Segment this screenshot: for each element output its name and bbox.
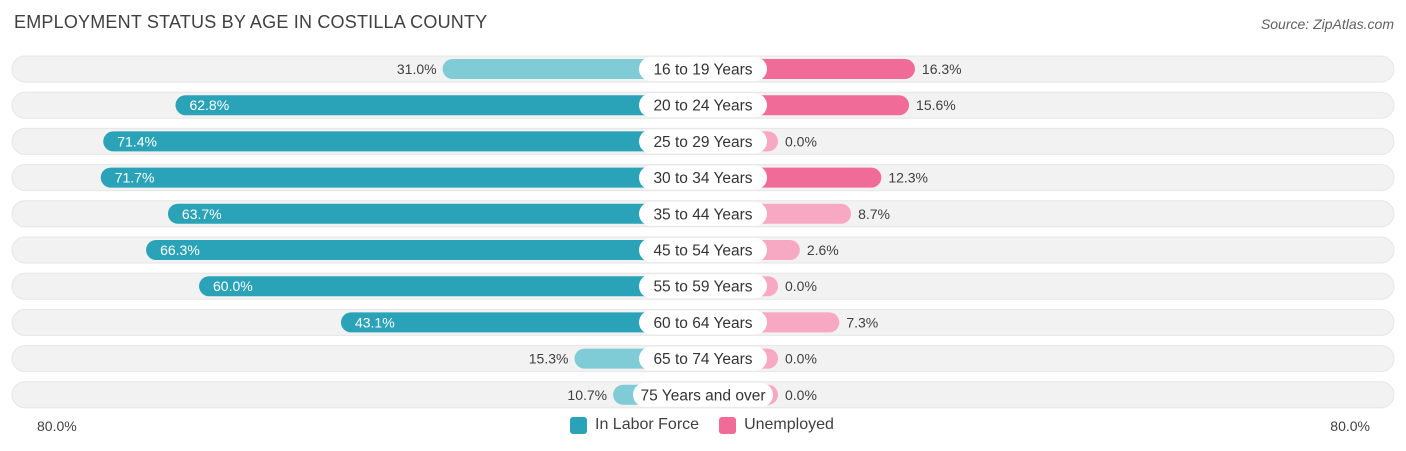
category-label: 75 Years and over <box>641 387 766 404</box>
legend-swatch-unemployed <box>719 416 737 434</box>
category-label: 35 to 44 Years <box>653 206 752 223</box>
category-label: 20 to 24 Years <box>653 98 752 115</box>
value-label-unemployed: 7.3% <box>846 314 878 330</box>
value-label-unemployed: 12.3% <box>888 170 928 186</box>
legend-item-labor-force: In Labor Force <box>570 416 699 434</box>
bar-labor-force <box>199 276 703 297</box>
category-label: 45 to 54 Years <box>653 243 752 260</box>
legend-swatch-labor-force <box>570 416 587 434</box>
category-pill <box>639 165 767 190</box>
category-label: 30 to 34 Years <box>653 170 752 187</box>
value-label-unemployed: 15.6% <box>916 97 956 113</box>
bar-labor-force <box>103 131 704 152</box>
value-label-unemployed: 16.3% <box>922 61 962 77</box>
category-pill <box>639 310 767 335</box>
category-pill <box>639 93 767 118</box>
category-pill <box>639 274 767 299</box>
bar-labor-force <box>175 95 704 116</box>
value-label-labor-force: 63.7% <box>182 206 222 222</box>
value-label-unemployed: 0.0% <box>785 387 817 403</box>
bar-labor-force <box>442 59 703 79</box>
category-label: 16 to 19 Years <box>653 62 752 79</box>
legend: In Labor Force Unemployed <box>570 416 854 434</box>
value-label-labor-force: 10.7% <box>567 387 607 403</box>
category-pill <box>633 382 773 407</box>
bar-labor-force <box>146 240 703 260</box>
value-label-unemployed: 0.0% <box>785 351 817 367</box>
bar-labor-force <box>100 167 704 188</box>
legend-label-unemployed: Unemployed <box>744 416 834 433</box>
value-label-labor-force: 60.0% <box>213 278 253 294</box>
chart-title: EMPLOYMENT STATUS BY AGE IN COSTILLA COU… <box>14 12 488 32</box>
value-label-unemployed: 0.0% <box>785 278 817 294</box>
category-pill <box>639 57 767 81</box>
axis-right-label: 80.0% <box>1330 418 1370 434</box>
value-label-unemployed: 2.6% <box>807 242 839 258</box>
category-label: 25 to 29 Years <box>653 134 752 151</box>
value-label-unemployed: 0.0% <box>785 133 817 149</box>
category-pill <box>639 129 767 154</box>
value-label-labor-force: 31.0% <box>397 61 437 77</box>
value-label-labor-force: 62.8% <box>189 97 229 113</box>
bar-labor-force <box>167 203 704 224</box>
category-label: 60 to 64 Years <box>653 315 752 332</box>
axis-left-label: 80.0% <box>37 418 77 434</box>
value-label-labor-force: 43.1% <box>355 314 395 330</box>
value-label-labor-force: 71.7% <box>115 170 155 186</box>
category-pill <box>639 346 767 371</box>
legend-item-unemployed: Unemployed <box>719 416 834 434</box>
value-label-unemployed: 8.7% <box>858 206 890 222</box>
category-pill <box>639 238 767 262</box>
value-label-labor-force: 66.3% <box>160 242 200 258</box>
value-label-labor-force: 15.3% <box>529 351 569 367</box>
source-note: Source: ZipAtlas.com <box>1260 16 1394 32</box>
bar-labor-force <box>340 312 703 333</box>
category-label: 55 to 59 Years <box>653 279 752 296</box>
category-pill <box>639 201 767 226</box>
category-label: 65 to 74 Years <box>653 351 752 368</box>
value-label-labor-force: 71.4% <box>117 133 157 149</box>
legend-label-labor-force: In Labor Force <box>595 416 700 433</box>
